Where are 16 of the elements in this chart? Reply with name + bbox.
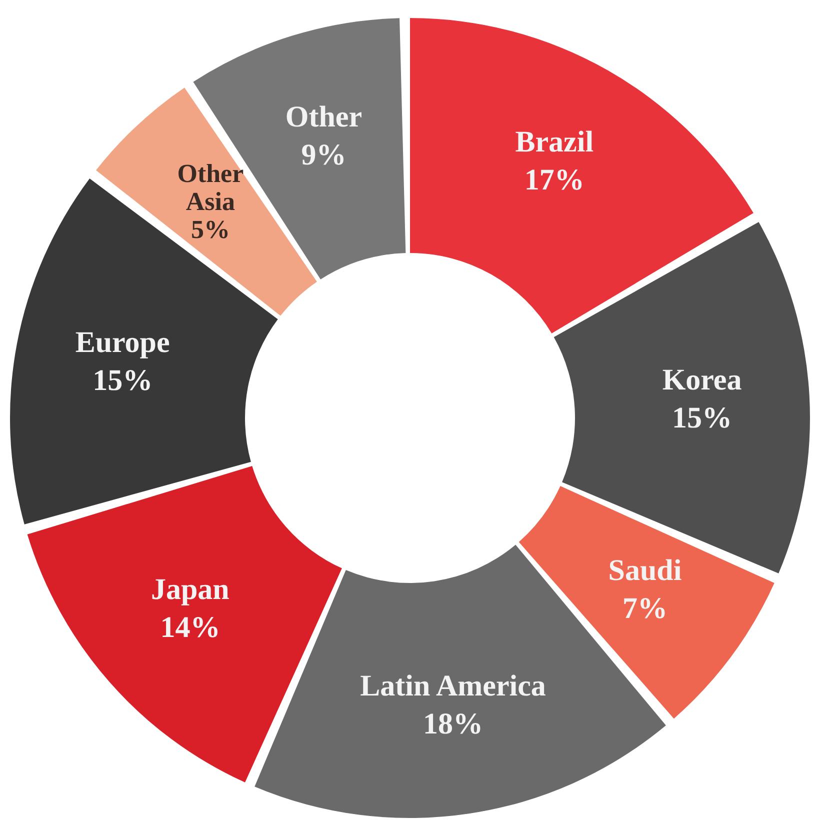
data-label: 15%: [92, 364, 153, 397]
slice-label: Brazil: [515, 126, 594, 159]
data-label: 7%: [622, 592, 668, 626]
slice-label: Other Asia: [177, 159, 244, 216]
slice-label: Other: [285, 100, 362, 134]
slice-label: Korea: [662, 363, 742, 396]
slice-label: Japan: [151, 572, 230, 606]
data-label: 9%: [301, 138, 346, 172]
data-label: 15%: [672, 401, 732, 434]
data-label: 5%: [190, 215, 230, 244]
slice-label: Latin America: [360, 669, 546, 702]
data-label: 17%: [524, 164, 584, 197]
data-label: 18%: [423, 707, 484, 740]
slice-label: Saudi: [608, 554, 682, 588]
slice-label: Europe: [75, 326, 170, 359]
data-label: 14%: [160, 610, 220, 644]
